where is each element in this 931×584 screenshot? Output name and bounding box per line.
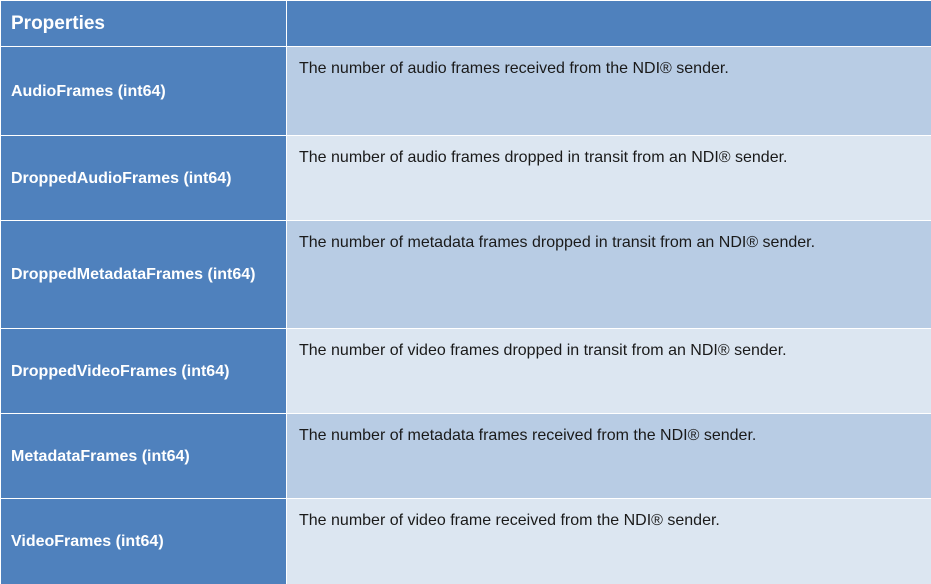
property-name: VideoFrames (int64) — [0, 498, 287, 584]
table-row: DroppedVideoFrames (int64) The number of… — [0, 328, 931, 414]
property-name: DroppedAudioFrames (int64) — [0, 135, 287, 221]
property-name: AudioFrames (int64) — [0, 46, 287, 136]
property-description: The number of video frames dropped in tr… — [286, 328, 931, 414]
property-description: The number of metadata frames received f… — [286, 413, 931, 499]
property-description: The number of audio frames received from… — [286, 46, 931, 136]
table-row: VideoFrames (int64) The number of video … — [0, 498, 931, 584]
properties-header: Properties — [0, 0, 287, 47]
table-header-row: Properties — [0, 0, 931, 47]
property-name: DroppedVideoFrames (int64) — [0, 328, 287, 414]
table-row: DroppedAudioFrames (int64) The number of… — [0, 135, 931, 221]
property-description: The number of audio frames dropped in tr… — [286, 135, 931, 221]
property-name: DroppedMetadataFrames (int64) — [0, 220, 287, 329]
property-description: The number of metadata frames dropped in… — [286, 220, 931, 329]
table-row: AudioFrames (int64) The number of audio … — [0, 46, 931, 136]
property-description: The number of video frame received from … — [286, 498, 931, 584]
table-row: DroppedMetadataFrames (int64) The number… — [0, 220, 931, 329]
table-row: MetadataFrames (int64) The number of met… — [0, 413, 931, 499]
description-header — [286, 0, 931, 47]
property-name: MetadataFrames (int64) — [0, 413, 287, 499]
